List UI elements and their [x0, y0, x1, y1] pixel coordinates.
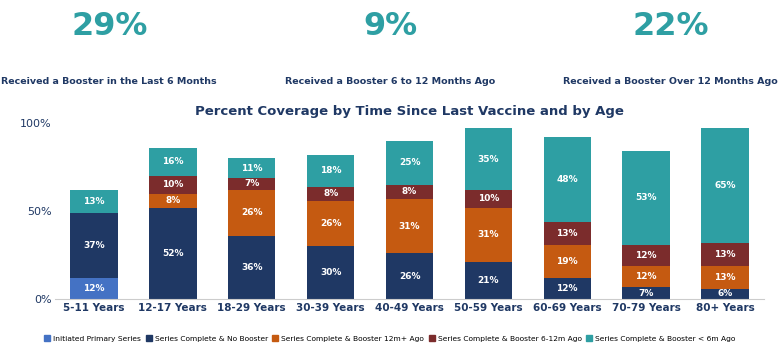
Bar: [149, 176, 197, 194]
Text: 53%: 53%: [636, 194, 657, 202]
Bar: [622, 287, 670, 299]
Bar: [465, 262, 512, 299]
Bar: [544, 222, 591, 245]
Text: 8%: 8%: [402, 187, 417, 196]
Bar: [307, 201, 354, 246]
Text: 16%: 16%: [162, 157, 183, 166]
Bar: [307, 246, 354, 299]
Bar: [149, 148, 197, 176]
Text: 12%: 12%: [83, 284, 105, 293]
Text: 12%: 12%: [636, 251, 657, 260]
Text: Received a Booster 6 to 12 Months Ago: Received a Booster 6 to 12 Months Ago: [285, 77, 495, 87]
Bar: [70, 278, 118, 299]
Text: 31%: 31%: [399, 222, 420, 231]
Text: 65%: 65%: [714, 181, 736, 190]
Text: 22%: 22%: [633, 11, 709, 42]
Text: 13%: 13%: [556, 229, 578, 238]
Text: 12%: 12%: [636, 272, 657, 281]
Bar: [701, 289, 749, 299]
Bar: [307, 187, 354, 201]
Bar: [386, 141, 433, 185]
Bar: [701, 266, 749, 289]
Bar: [622, 266, 670, 287]
Bar: [465, 208, 512, 262]
Bar: [228, 236, 275, 299]
Text: 8%: 8%: [323, 189, 339, 198]
Bar: [544, 245, 591, 278]
Text: Received a Booster Over 12 Months Ago: Received a Booster Over 12 Months Ago: [563, 77, 778, 87]
Text: 30%: 30%: [320, 268, 342, 277]
Bar: [386, 253, 433, 299]
Text: 9%: 9%: [363, 11, 417, 42]
Text: 6%: 6%: [718, 289, 732, 298]
Text: 19%: 19%: [556, 257, 578, 266]
Text: 10%: 10%: [477, 194, 499, 203]
Bar: [465, 128, 512, 190]
Text: 7%: 7%: [244, 180, 260, 188]
Bar: [70, 213, 118, 278]
Text: 11%: 11%: [241, 164, 263, 172]
Text: 18%: 18%: [320, 166, 342, 175]
Text: 13%: 13%: [714, 273, 736, 282]
Text: 52%: 52%: [162, 249, 183, 258]
Text: 25%: 25%: [399, 158, 420, 167]
Bar: [544, 278, 591, 299]
Text: 10%: 10%: [162, 180, 183, 189]
Bar: [701, 243, 749, 266]
Text: 21%: 21%: [477, 276, 499, 285]
Text: 36%: 36%: [241, 263, 263, 272]
Bar: [622, 151, 670, 245]
Text: 48%: 48%: [556, 175, 578, 184]
Text: 8%: 8%: [165, 196, 180, 205]
Text: 37%: 37%: [83, 241, 105, 250]
Text: 26%: 26%: [320, 219, 342, 228]
Text: 13%: 13%: [83, 197, 105, 206]
Bar: [228, 178, 275, 190]
Bar: [70, 190, 118, 213]
Bar: [701, 128, 749, 243]
Legend: Initiated Primary Series, Series Complete & No Booster, Series Complete & Booste: Initiated Primary Series, Series Complet…: [41, 332, 739, 345]
Bar: [622, 245, 670, 266]
Text: 12%: 12%: [556, 284, 578, 293]
Bar: [386, 185, 433, 199]
Text: Received a Booster in the Last 6 Months: Received a Booster in the Last 6 Months: [2, 77, 217, 87]
Bar: [544, 137, 591, 222]
Bar: [228, 158, 275, 178]
Bar: [149, 208, 197, 299]
Text: 29%: 29%: [71, 11, 147, 42]
Bar: [307, 155, 354, 187]
Bar: [465, 190, 512, 208]
Bar: [386, 199, 433, 253]
Bar: [149, 194, 197, 208]
Text: 13%: 13%: [714, 250, 736, 259]
Text: 35%: 35%: [477, 155, 499, 164]
Title: Percent Coverage by Time Since Last Vaccine and by Age: Percent Coverage by Time Since Last Vacc…: [195, 105, 624, 118]
Text: 7%: 7%: [638, 289, 654, 297]
Text: 31%: 31%: [477, 231, 499, 239]
Text: 26%: 26%: [399, 272, 420, 281]
Text: 26%: 26%: [241, 208, 263, 218]
Bar: [228, 190, 275, 236]
